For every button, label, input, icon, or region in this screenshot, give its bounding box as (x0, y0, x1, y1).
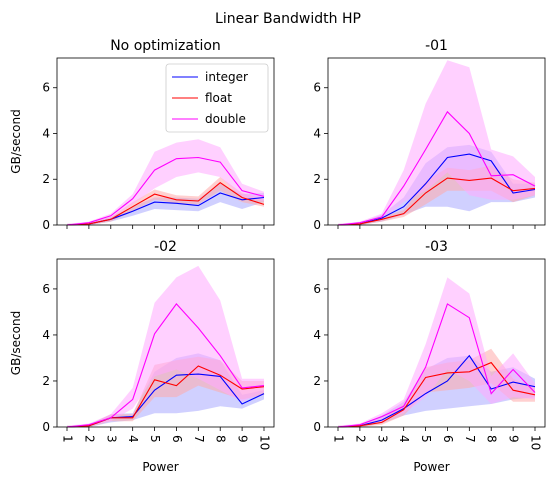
axes-frame (327, 258, 546, 428)
double-line (66, 156, 265, 226)
y-tick-label: 2 (313, 172, 321, 186)
legend-box (165, 63, 269, 133)
double-band (338, 60, 535, 225)
double-band (67, 265, 264, 427)
x-tick-label: 7 (463, 435, 477, 443)
legend-label-double: double (205, 112, 246, 126)
y-tick-label: 0 (42, 420, 50, 434)
axes-frame (327, 57, 546, 226)
x-axis-label: Power (142, 460, 178, 474)
float-line (337, 177, 536, 226)
panels: 0 2 4 6 No optimization GB/second integer float… (9, 38, 546, 474)
y-tick-label: 0 (42, 218, 50, 232)
x-tick-label: 1 (61, 435, 75, 443)
integer-line (337, 153, 536, 226)
y-tick-label: 4 (42, 328, 50, 342)
y-tick-label: 2 (42, 374, 50, 388)
x-tick-label: 10 (258, 435, 272, 450)
x-axis-label: Power (413, 460, 449, 474)
panel-title: -03 (425, 239, 448, 255)
y-tick-label: 0 (313, 218, 321, 232)
y-tick-label: 2 (313, 374, 321, 388)
legend-label-float: float (205, 91, 232, 105)
panel-title: No optimization (110, 38, 221, 54)
y-tick-label: 6 (313, 81, 321, 95)
figure-title: Linear Bandwidth HP (215, 11, 361, 27)
double-line (337, 110, 536, 226)
x-tick-label: 4 (126, 435, 140, 443)
y-tick-label: 0 (313, 420, 321, 434)
axes-frame (56, 258, 275, 428)
legend: integer float double (165, 63, 269, 133)
y-tick-label: 2 (42, 172, 50, 186)
x-tick-label: 6 (170, 435, 184, 443)
y-tick-label: 6 (313, 282, 321, 296)
integer-line (337, 354, 536, 428)
double-band (338, 277, 535, 427)
y-tick-label: 6 (42, 282, 50, 296)
x-tick-label: 2 (353, 435, 367, 443)
y-axis-label: GB/second (9, 311, 23, 375)
panel-2: 0 2 4 6 -01 (313, 38, 546, 232)
x-tick-label: 8 (485, 435, 499, 443)
y-tick-label: 6 (42, 81, 50, 95)
float-band (67, 177, 264, 225)
double-line (337, 303, 536, 428)
double-band (67, 139, 264, 225)
legend-label-integer: integer (205, 70, 248, 84)
double-line (66, 303, 265, 428)
panel-title: -02 (154, 239, 177, 255)
x-tick-label: 9 (236, 435, 250, 443)
x-tick-label: 3 (104, 435, 118, 443)
y-tick-label: 4 (313, 126, 321, 140)
y-axis-label: GB/second (9, 109, 23, 173)
y-tick-label: 4 (42, 126, 50, 140)
x-tick-label: 2 (82, 435, 96, 443)
x-tick-label: 3 (375, 435, 389, 443)
x-tick-label: 4 (397, 435, 411, 443)
x-tick-label: 5 (419, 435, 433, 443)
x-tick-label: 9 (507, 435, 521, 443)
x-tick-label: 5 (148, 435, 162, 443)
y-tick-label: 4 (313, 328, 321, 342)
x-tick-label: 1 (332, 435, 346, 443)
float-line (337, 361, 536, 428)
axes-frame (56, 57, 275, 226)
x-tick-label: 10 (529, 435, 543, 450)
panel-title: -01 (425, 38, 448, 54)
panel-1: 0 2 4 6 No optimization GB/second integer float… (9, 38, 275, 232)
x-tick-label: 6 (441, 435, 455, 443)
float-line (66, 182, 265, 226)
x-tick-label: 8 (214, 435, 228, 443)
x-tick-label: 7 (192, 435, 206, 443)
